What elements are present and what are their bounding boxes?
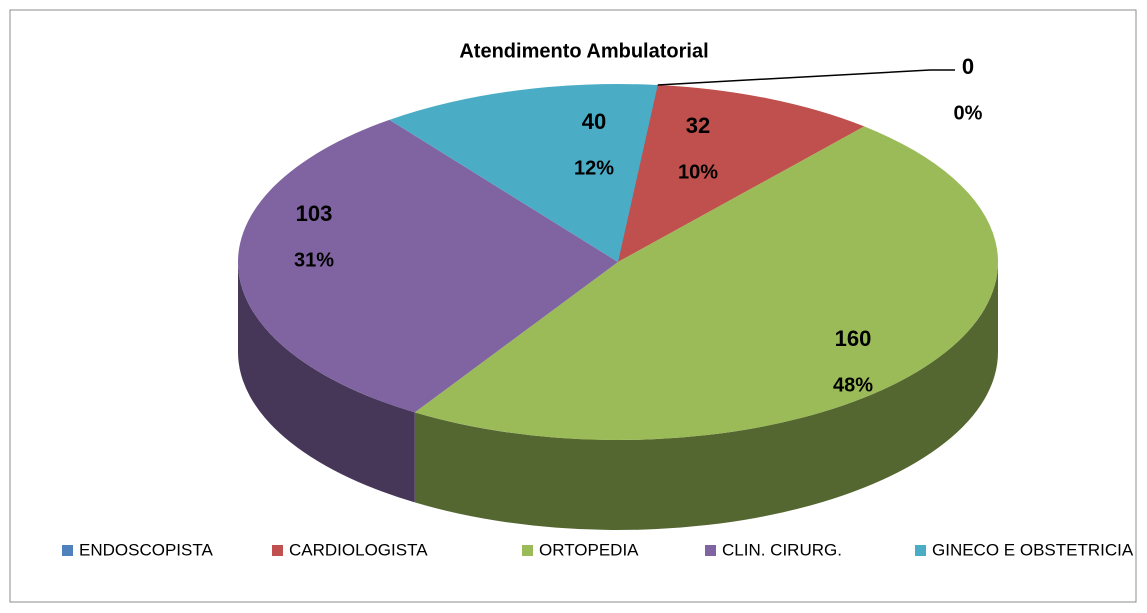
- slice: [237, 119, 618, 413]
- data-label: 160: [835, 326, 872, 351]
- slice: [618, 84, 865, 263]
- slice-side: [414, 262, 998, 530]
- legend-label: CLIN. CIRURG.: [722, 540, 842, 559]
- slice: [414, 126, 998, 440]
- legend-label: CARDIOLOGISTA: [289, 540, 428, 559]
- legend-swatch: [62, 545, 73, 556]
- legend: ENDOSCOPISTA CARDIOLOGISTA ORTOPEDIA CLIN. …: [62, 540, 1134, 559]
- slice: [389, 84, 658, 263]
- data-label: 32: [686, 113, 710, 138]
- percent-label: 31%: [294, 249, 334, 271]
- legend-swatch: [705, 545, 716, 556]
- data-label: 0: [962, 54, 974, 79]
- data-labels: 0 0% 32 10% 160 48% 103 31% 40 12%: [294, 54, 983, 396]
- legend-label: ORTOPEDIA: [539, 540, 639, 559]
- percent-label: 10%: [678, 161, 718, 183]
- data-label: 40: [582, 109, 606, 134]
- legend-swatch: [272, 545, 283, 556]
- legend-swatch: [522, 545, 533, 556]
- slice-side: [238, 262, 415, 503]
- legend-label: ENDOSCOPISTA: [79, 540, 213, 559]
- pie: [237, 84, 998, 530]
- legend-swatch: [915, 545, 926, 556]
- chart-title: Atendimento Ambulatorial: [459, 40, 708, 62]
- percent-label: 12%: [574, 157, 614, 179]
- percent-label: 0%: [954, 102, 983, 124]
- legend-label: GINECO E OBSTETRICIA: [932, 540, 1134, 559]
- leader-line: [657, 69, 955, 86]
- percent-label: 48%: [833, 374, 873, 396]
- data-label: 103: [296, 201, 333, 226]
